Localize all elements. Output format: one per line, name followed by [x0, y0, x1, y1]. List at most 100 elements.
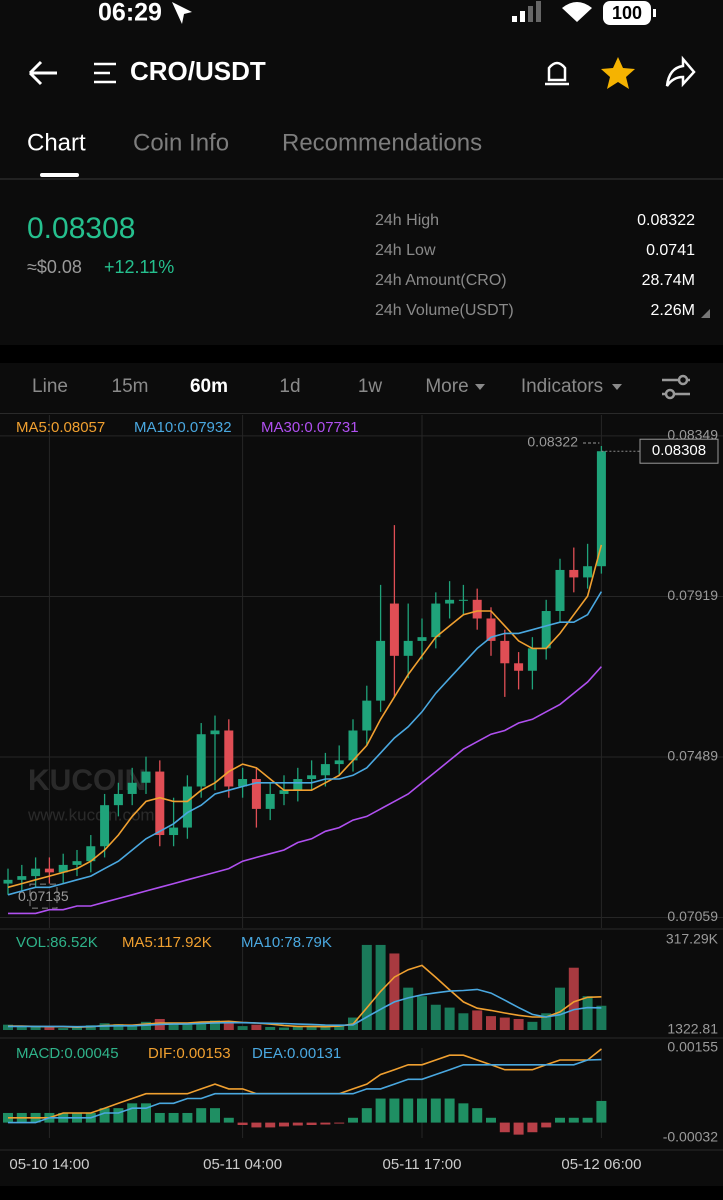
- bar: [210, 1020, 220, 1030]
- legend-entry: DIF:0.00153: [148, 1045, 231, 1062]
- bar: [444, 1007, 455, 1030]
- tab[interactable]: Chart: [27, 129, 86, 156]
- bar: [499, 1122, 510, 1133]
- candle-body: [72, 861, 82, 865]
- line-series: [7, 544, 603, 889]
- bar: [196, 1108, 207, 1123]
- candle-body: [155, 771, 165, 836]
- candle-body: [500, 640, 510, 664]
- candle-body: [376, 640, 386, 701]
- candle-body: [445, 599, 455, 604]
- bar: [196, 1021, 207, 1030]
- bar: [141, 1103, 151, 1123]
- candle-body: [182, 786, 192, 828]
- legend-entry: MA10:0.07932: [134, 419, 232, 436]
- bar: [513, 1122, 524, 1135]
- legend-entry: MA30:0.07731: [261, 419, 359, 436]
- tab[interactable]: Recommendations: [282, 129, 482, 156]
- bar: [430, 1098, 441, 1123]
- last-price-tag: [639, 438, 719, 464]
- back-button[interactable]: [28, 60, 57, 86]
- interval-option[interactable]: Line: [32, 376, 68, 397]
- stat-value: 0.08322: [637, 212, 695, 229]
- interval-option[interactable]: 1d: [279, 376, 300, 397]
- volume-toggle[interactable]: [701, 309, 710, 318]
- candle-body: [86, 846, 96, 862]
- bar: [334, 1122, 345, 1124]
- bar: [127, 1026, 138, 1030]
- interval-option[interactable]: More: [425, 376, 468, 397]
- bar: [168, 1112, 179, 1123]
- candle-body: [334, 760, 344, 765]
- bar: [85, 1025, 96, 1030]
- location-icon: [172, 2, 192, 24]
- candle-body: [224, 730, 234, 787]
- bar: [154, 1112, 165, 1123]
- y-tick-label: 0.07059: [667, 908, 718, 924]
- interval-option[interactable]: 60m: [190, 376, 228, 397]
- chart-settings-icon[interactable]: [662, 374, 690, 400]
- bar: [389, 1098, 400, 1123]
- interval-option[interactable]: 15m: [112, 376, 149, 397]
- candle-body: [555, 569, 565, 612]
- menu-icon[interactable]: [94, 62, 116, 84]
- status-time: 06:29: [98, 0, 162, 27]
- y-tick-label: 0.07489: [667, 748, 718, 764]
- candle-body: [527, 648, 537, 671]
- bar: [472, 1010, 483, 1030]
- x-tick-label: 05-12 06:00: [561, 1156, 641, 1173]
- last-price-label: 0.08308: [652, 442, 706, 459]
- chart-panel: 0.08349 0.07919 0.07489 0.07059 MA5:0.08057 M…: [0, 415, 723, 928]
- bar: [555, 987, 565, 1030]
- candle-body: [514, 663, 524, 671]
- bar: [265, 1026, 276, 1030]
- interval-option[interactable]: Indicators: [521, 376, 603, 397]
- share-icon[interactable]: [665, 55, 696, 88]
- candle-body: [417, 637, 427, 641]
- low-marker-box: [29, 883, 58, 909]
- bar: [127, 1103, 138, 1123]
- bar: [361, 1108, 372, 1123]
- candle-body: [389, 603, 399, 656]
- y-tick-label: -0.00032: [663, 1129, 718, 1145]
- watermark-logo: KUCOIN: [28, 764, 146, 797]
- bar: [306, 1122, 317, 1126]
- bar: [582, 996, 593, 1030]
- alert-icon[interactable]: [545, 61, 569, 86]
- chart-panel: 0.00155 -0.00032 MACD:0.00045 DIF:0.00153 DE…: [3, 1039, 718, 1173]
- bar: [582, 1117, 593, 1123]
- bar: [292, 1026, 303, 1030]
- legend-entry: VOL:86.52K: [16, 934, 98, 951]
- bottom-bar: [0, 1186, 723, 1200]
- bar: [555, 1117, 565, 1123]
- candle-body: [141, 771, 151, 783]
- bar: [320, 1122, 331, 1125]
- bar: [182, 1024, 193, 1030]
- tab[interactable]: Coin Info: [133, 129, 229, 156]
- favorite-icon[interactable]: [601, 57, 635, 89]
- bar: [458, 1013, 469, 1030]
- pair-title: CRO/USDT: [130, 56, 266, 86]
- bar: [348, 1117, 358, 1123]
- bar: [320, 1025, 331, 1030]
- bar: [444, 1098, 455, 1123]
- bar: [210, 1108, 220, 1123]
- stat-label: 24h Low: [375, 242, 436, 259]
- y-tick-label: 0.08349: [667, 427, 718, 443]
- dropdown-caret: [475, 384, 485, 390]
- stat-value: 0.0741: [646, 242, 695, 259]
- bar: [182, 1112, 193, 1123]
- bar: [265, 1122, 276, 1128]
- candle-body: [44, 868, 54, 873]
- bar: [44, 1027, 55, 1030]
- bar: [113, 1024, 124, 1030]
- bar: [499, 1017, 510, 1030]
- bar: [375, 1098, 386, 1123]
- bar: [527, 1122, 538, 1133]
- section-gap: [0, 345, 723, 363]
- bar: [223, 1117, 234, 1123]
- interval-option[interactable]: 1w: [358, 376, 383, 397]
- candle-body: [3, 879, 13, 884]
